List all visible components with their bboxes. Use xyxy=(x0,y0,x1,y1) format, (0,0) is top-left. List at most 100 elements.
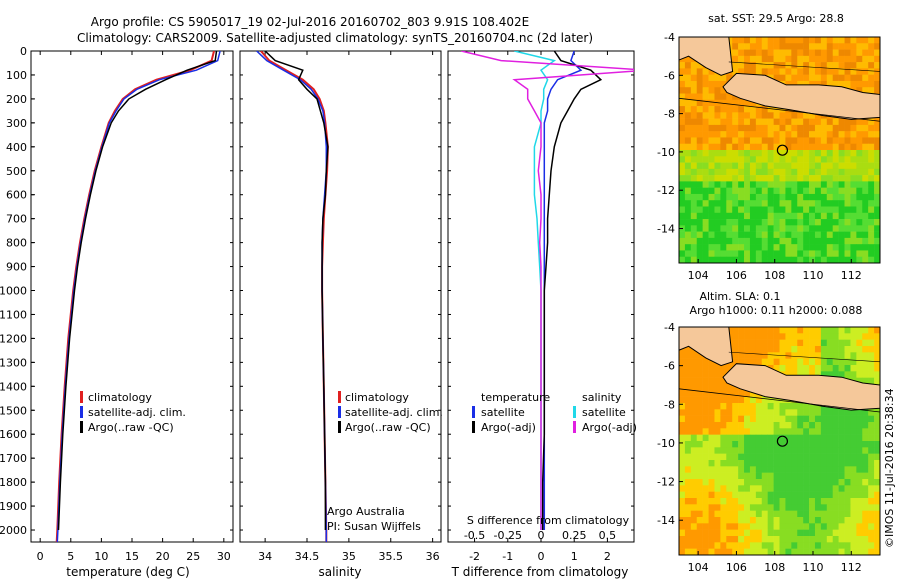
map-cell xyxy=(814,137,822,145)
map-cell xyxy=(708,231,715,239)
map-cell xyxy=(856,358,863,366)
map-cell xyxy=(773,43,780,50)
map-cell xyxy=(862,346,869,353)
map-cell xyxy=(720,536,727,543)
map-cell xyxy=(761,68,768,75)
map-cell xyxy=(738,156,745,163)
map-cell xyxy=(690,491,698,499)
map-cell xyxy=(826,156,833,163)
legend-satellite-label: satellite-adj. clim. xyxy=(88,406,186,419)
map-cell xyxy=(744,118,751,126)
map-cell xyxy=(809,504,816,511)
map-cell xyxy=(791,168,798,176)
map-cell xyxy=(755,187,763,195)
series-line-temperature-argo-adj- xyxy=(541,51,603,530)
map-cell xyxy=(832,339,839,347)
map-cell xyxy=(874,485,880,492)
map-cell xyxy=(791,118,798,126)
map-cell xyxy=(803,162,810,170)
map-cell xyxy=(791,112,798,119)
map-cell xyxy=(749,219,757,226)
map-cell xyxy=(856,137,863,145)
map-cell xyxy=(844,548,851,555)
map-cell xyxy=(844,137,851,145)
map-cell xyxy=(708,409,715,416)
map-cell xyxy=(850,187,857,195)
map-cell xyxy=(874,212,880,220)
map-cell xyxy=(679,181,686,188)
map-cell xyxy=(755,510,763,518)
map-cell xyxy=(814,37,822,44)
map-cell xyxy=(708,371,715,378)
map-cell xyxy=(856,327,863,334)
map-cell xyxy=(749,37,757,44)
map-cell xyxy=(868,333,875,340)
map-cell xyxy=(761,453,768,461)
map-cell xyxy=(738,256,745,263)
map-cell xyxy=(874,137,880,145)
map-cell xyxy=(732,447,739,454)
map-cell xyxy=(767,168,774,176)
map-cell xyxy=(785,365,792,372)
java-land xyxy=(722,72,880,120)
map-cell xyxy=(702,472,709,480)
map-cell xyxy=(832,162,839,170)
map-cell xyxy=(832,498,839,505)
map-cell xyxy=(708,99,715,107)
map-cell xyxy=(856,219,863,226)
map-cell xyxy=(696,124,703,132)
map-cell xyxy=(755,219,763,226)
map-cell xyxy=(844,156,851,163)
map-cell xyxy=(755,542,763,549)
map-cell xyxy=(868,346,875,353)
map-cell xyxy=(874,150,880,157)
map-cell xyxy=(779,453,786,461)
map-cell xyxy=(679,529,686,537)
depth-tick-label: 700 xyxy=(6,213,27,226)
map-cell xyxy=(814,409,822,416)
map-cell xyxy=(749,453,757,461)
map-cell xyxy=(738,479,745,486)
map-cell xyxy=(809,485,816,492)
legend-argo-label: Argo(..raw -QC) xyxy=(345,421,431,434)
map-cell xyxy=(702,536,709,543)
map-cell xyxy=(826,358,833,366)
map-cell xyxy=(803,479,810,486)
map-cell xyxy=(814,542,822,549)
x-tick-label: 36 xyxy=(426,550,440,563)
map-cell xyxy=(767,225,774,232)
map-cell xyxy=(702,396,709,404)
map-cell xyxy=(679,212,686,220)
map-cell xyxy=(732,124,739,132)
map-cell xyxy=(820,168,828,176)
map-cell xyxy=(779,175,786,182)
map-cell xyxy=(862,118,869,126)
map-cell xyxy=(690,168,698,176)
map-cell xyxy=(732,137,739,145)
map-cell xyxy=(749,536,757,543)
map-cell xyxy=(862,333,869,340)
map-cell xyxy=(679,460,686,467)
map-cell xyxy=(791,231,798,239)
map-cell xyxy=(744,327,751,334)
map-cell xyxy=(779,358,786,366)
map-cell xyxy=(844,447,851,454)
map-cell xyxy=(732,346,739,353)
map-cell xyxy=(702,168,709,176)
map-cell xyxy=(809,536,816,543)
map-cell xyxy=(749,99,757,107)
map-cell xyxy=(744,219,751,226)
map-cell xyxy=(761,358,768,366)
map-cell xyxy=(874,422,880,429)
map-cell xyxy=(809,403,816,410)
map-cell xyxy=(744,517,751,524)
map-cell xyxy=(814,68,822,75)
map-cell xyxy=(684,181,692,188)
map-cell xyxy=(868,156,875,163)
legend-temp-satellite-label: satellite xyxy=(481,406,525,419)
map-cell xyxy=(779,219,786,226)
map-cell xyxy=(838,466,845,473)
map-cell xyxy=(832,200,839,207)
map-cell xyxy=(744,504,751,511)
map-cell xyxy=(720,523,727,530)
